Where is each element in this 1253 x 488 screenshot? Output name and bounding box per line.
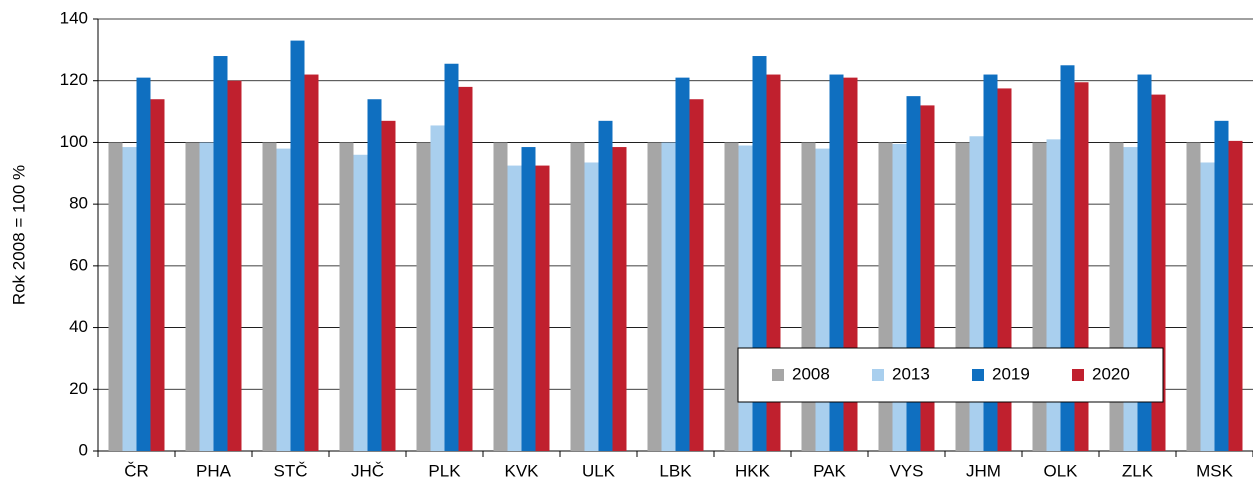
y-tick-label: 80 bbox=[69, 194, 88, 213]
bar bbox=[647, 142, 662, 451]
bar bbox=[108, 142, 123, 451]
bar bbox=[381, 120, 396, 451]
bar bbox=[1186, 142, 1201, 451]
x-tick-label: STČ bbox=[274, 461, 308, 480]
bar bbox=[304, 74, 319, 452]
bar bbox=[430, 125, 445, 451]
bar bbox=[276, 148, 291, 451]
x-tick-label: KVK bbox=[504, 461, 539, 480]
legend-box bbox=[737, 347, 1164, 403]
y-tick-label: 140 bbox=[60, 8, 88, 27]
bar bbox=[1109, 142, 1124, 451]
bar bbox=[290, 40, 305, 451]
x-tick-label: MSK bbox=[1196, 461, 1234, 480]
legend-swatch bbox=[1072, 369, 1084, 381]
x-tick-label: JHČ bbox=[351, 461, 384, 480]
bar bbox=[339, 142, 354, 451]
bar bbox=[801, 142, 816, 451]
y-tick-label: 20 bbox=[69, 379, 88, 398]
bar bbox=[815, 148, 830, 451]
y-tick-label: 120 bbox=[60, 70, 88, 89]
x-tick-label: OLK bbox=[1043, 461, 1078, 480]
x-tick-label: PAK bbox=[813, 461, 846, 480]
bar bbox=[262, 142, 277, 451]
bar bbox=[367, 99, 382, 451]
bar bbox=[661, 142, 676, 451]
bar bbox=[612, 147, 627, 452]
bar bbox=[570, 142, 585, 451]
bar bbox=[598, 120, 613, 451]
bar bbox=[535, 165, 550, 452]
legend-swatch bbox=[972, 369, 984, 381]
bar bbox=[955, 142, 970, 451]
x-tick-label: PHA bbox=[196, 461, 232, 480]
bar bbox=[892, 143, 907, 451]
bar bbox=[675, 77, 690, 451]
bar bbox=[969, 136, 984, 451]
legend-swatch bbox=[772, 369, 784, 381]
y-tick-label: 60 bbox=[69, 255, 88, 274]
bar bbox=[689, 99, 704, 451]
x-tick-label: ULK bbox=[582, 461, 616, 480]
x-tick-label: HKK bbox=[735, 461, 771, 480]
bar bbox=[1032, 142, 1047, 451]
x-tick-label: LBK bbox=[659, 461, 692, 480]
x-tick-label: VYS bbox=[889, 461, 923, 480]
bar bbox=[227, 80, 242, 451]
bar bbox=[878, 142, 893, 451]
bar bbox=[199, 142, 214, 451]
bar bbox=[213, 56, 228, 452]
legend-label: 2013 bbox=[892, 364, 930, 383]
x-tick-label: ZLK bbox=[1122, 461, 1154, 480]
bar bbox=[584, 162, 599, 451]
x-tick-label: ČR bbox=[124, 461, 149, 480]
bar bbox=[122, 147, 137, 452]
y-tick-label: 0 bbox=[79, 440, 88, 459]
bar bbox=[1228, 140, 1243, 451]
bar bbox=[150, 99, 165, 451]
bar bbox=[507, 165, 522, 452]
legend-label: 2020 bbox=[1092, 364, 1130, 383]
x-tick-label: PLK bbox=[428, 461, 461, 480]
bar bbox=[1200, 162, 1215, 451]
bar bbox=[185, 142, 200, 451]
x-tick-label: JHM bbox=[966, 461, 1001, 480]
legend-swatch bbox=[872, 369, 884, 381]
y-tick-label: 100 bbox=[60, 132, 88, 151]
bar bbox=[1046, 139, 1061, 452]
bar bbox=[493, 142, 508, 451]
legend-label: 2008 bbox=[792, 364, 830, 383]
bar bbox=[353, 154, 368, 451]
bar bbox=[416, 142, 431, 451]
bar bbox=[1123, 147, 1138, 452]
bar bbox=[724, 142, 739, 451]
y-tick-label: 40 bbox=[69, 317, 88, 336]
bar bbox=[136, 77, 151, 451]
bar bbox=[738, 145, 753, 451]
bar bbox=[1214, 120, 1229, 451]
bar bbox=[521, 147, 536, 452]
legend-label: 2019 bbox=[992, 364, 1030, 383]
bar bbox=[444, 63, 459, 451]
bar bbox=[458, 86, 473, 451]
y-axis-label: Rok 2008 = 100 % bbox=[9, 165, 28, 305]
